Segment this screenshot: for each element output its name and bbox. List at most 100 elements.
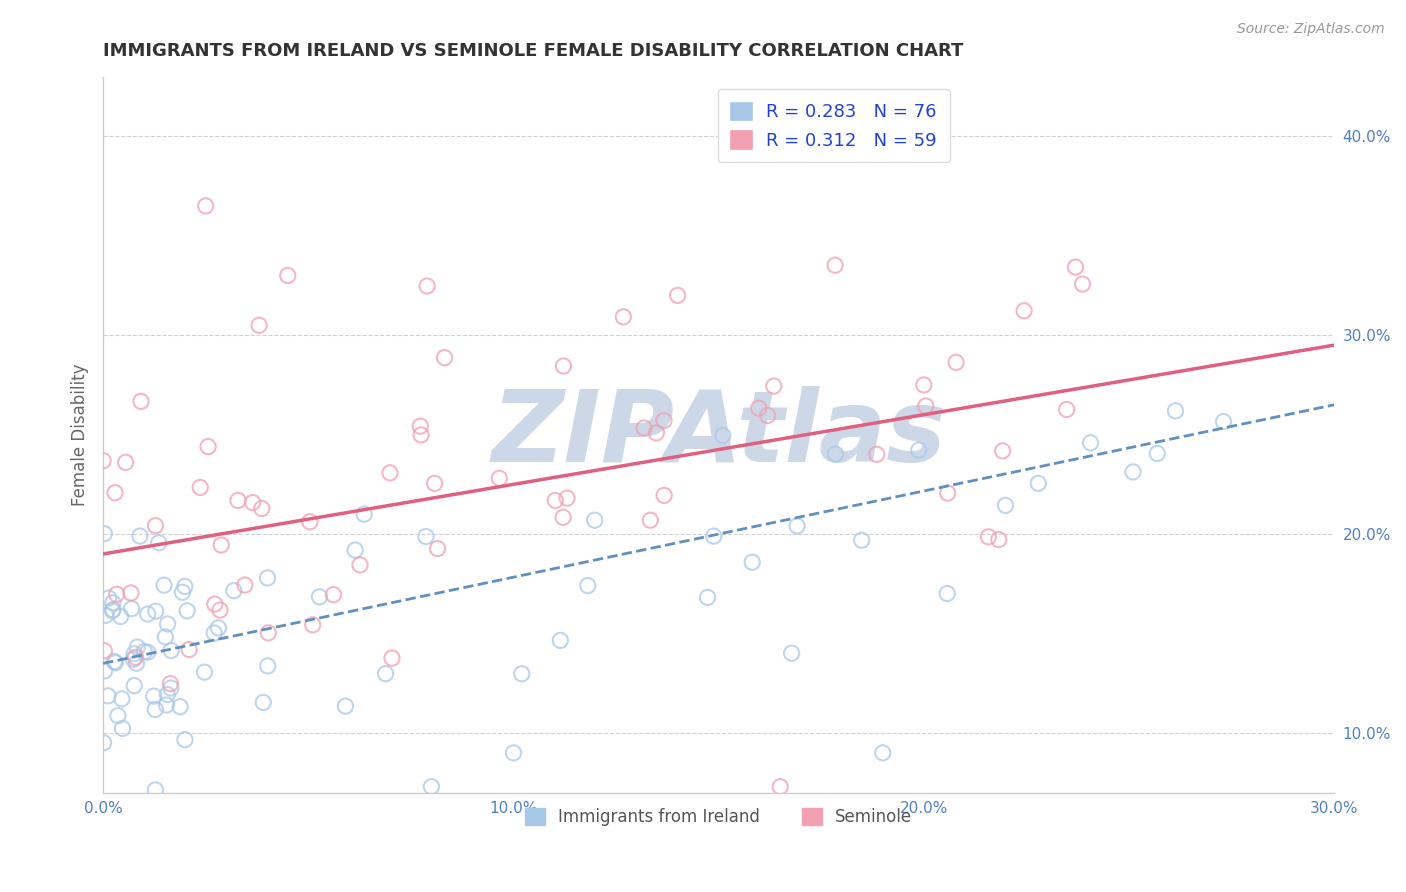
Point bbox=[1164, 404, 1187, 418]
Point bbox=[553, 359, 575, 373]
Point bbox=[252, 695, 274, 709]
Point bbox=[143, 783, 166, 797]
Point bbox=[769, 780, 792, 794]
Point bbox=[124, 650, 146, 665]
Point bbox=[756, 409, 779, 423]
Point bbox=[409, 419, 432, 434]
Point bbox=[257, 626, 280, 640]
Point bbox=[142, 689, 165, 703]
Point bbox=[374, 666, 396, 681]
Point bbox=[122, 647, 145, 661]
Point bbox=[129, 529, 152, 543]
Point bbox=[945, 355, 967, 369]
Point bbox=[353, 507, 375, 521]
Point bbox=[696, 591, 718, 605]
Point bbox=[277, 268, 299, 283]
Point bbox=[160, 681, 183, 695]
Point bbox=[242, 495, 264, 509]
Point bbox=[93, 526, 115, 541]
Point bbox=[91, 454, 114, 468]
Point bbox=[114, 455, 136, 469]
Point bbox=[93, 664, 115, 678]
Point bbox=[93, 644, 115, 658]
Point bbox=[105, 587, 128, 601]
Point bbox=[233, 578, 256, 592]
Point bbox=[866, 447, 889, 461]
Point bbox=[136, 607, 159, 621]
Point bbox=[344, 543, 367, 558]
Point bbox=[652, 414, 675, 428]
Point bbox=[914, 399, 936, 413]
Text: Source: ZipAtlas.com: Source: ZipAtlas.com bbox=[1237, 22, 1385, 37]
Point bbox=[101, 596, 124, 610]
Point bbox=[156, 688, 179, 702]
Point bbox=[640, 513, 662, 527]
Point bbox=[155, 698, 177, 712]
Point bbox=[111, 691, 134, 706]
Legend: Immigrants from Ireland, Seminole: Immigrants from Ireland, Seminole bbox=[516, 799, 921, 834]
Point bbox=[762, 379, 785, 393]
Point bbox=[645, 425, 668, 440]
Point bbox=[1071, 277, 1094, 291]
Point bbox=[426, 541, 449, 556]
Point bbox=[153, 578, 176, 592]
Point bbox=[1080, 435, 1102, 450]
Point bbox=[711, 428, 734, 442]
Point bbox=[173, 579, 195, 593]
Point bbox=[786, 519, 808, 533]
Point bbox=[222, 583, 245, 598]
Point bbox=[994, 499, 1017, 513]
Point bbox=[912, 377, 935, 392]
Point bbox=[1122, 465, 1144, 479]
Text: IMMIGRANTS FROM IRELAND VS SEMINOLE FEMALE DISABILITY CORRELATION CHART: IMMIGRANTS FROM IRELAND VS SEMINOLE FEMA… bbox=[103, 42, 963, 60]
Point bbox=[107, 708, 129, 723]
Point bbox=[145, 518, 167, 533]
Point bbox=[502, 746, 524, 760]
Point bbox=[188, 480, 211, 494]
Point bbox=[991, 443, 1014, 458]
Point bbox=[93, 736, 115, 750]
Point bbox=[101, 604, 124, 618]
Point bbox=[155, 630, 177, 644]
Y-axis label: Female Disability: Female Disability bbox=[72, 363, 89, 506]
Point bbox=[193, 665, 215, 679]
Point bbox=[551, 510, 574, 524]
Point bbox=[1026, 476, 1049, 491]
Point bbox=[666, 288, 689, 302]
Point bbox=[907, 443, 929, 458]
Point bbox=[94, 608, 117, 623]
Point bbox=[209, 538, 232, 552]
Point bbox=[415, 530, 437, 544]
Point bbox=[145, 604, 167, 618]
Point bbox=[872, 746, 894, 760]
Point bbox=[122, 679, 145, 693]
Point bbox=[378, 466, 401, 480]
Point bbox=[97, 591, 120, 605]
Point bbox=[1064, 260, 1087, 274]
Point bbox=[134, 645, 156, 659]
Point bbox=[226, 493, 249, 508]
Point bbox=[1212, 415, 1234, 429]
Point bbox=[256, 659, 278, 673]
Point bbox=[409, 428, 432, 442]
Point bbox=[104, 485, 127, 500]
Point bbox=[423, 476, 446, 491]
Point bbox=[335, 699, 357, 714]
Point bbox=[101, 603, 124, 617]
Point bbox=[174, 732, 197, 747]
Point bbox=[936, 486, 959, 500]
Point bbox=[633, 421, 655, 435]
Point bbox=[207, 621, 229, 635]
Point bbox=[550, 633, 572, 648]
Point bbox=[129, 394, 152, 409]
Point bbox=[703, 529, 725, 543]
Point bbox=[1012, 303, 1035, 318]
Point bbox=[544, 493, 567, 508]
Point bbox=[156, 617, 179, 632]
Point bbox=[987, 533, 1010, 547]
Point bbox=[256, 571, 278, 585]
Point bbox=[208, 603, 231, 617]
Point bbox=[851, 533, 873, 548]
Point bbox=[748, 401, 770, 416]
Point bbox=[416, 279, 439, 293]
